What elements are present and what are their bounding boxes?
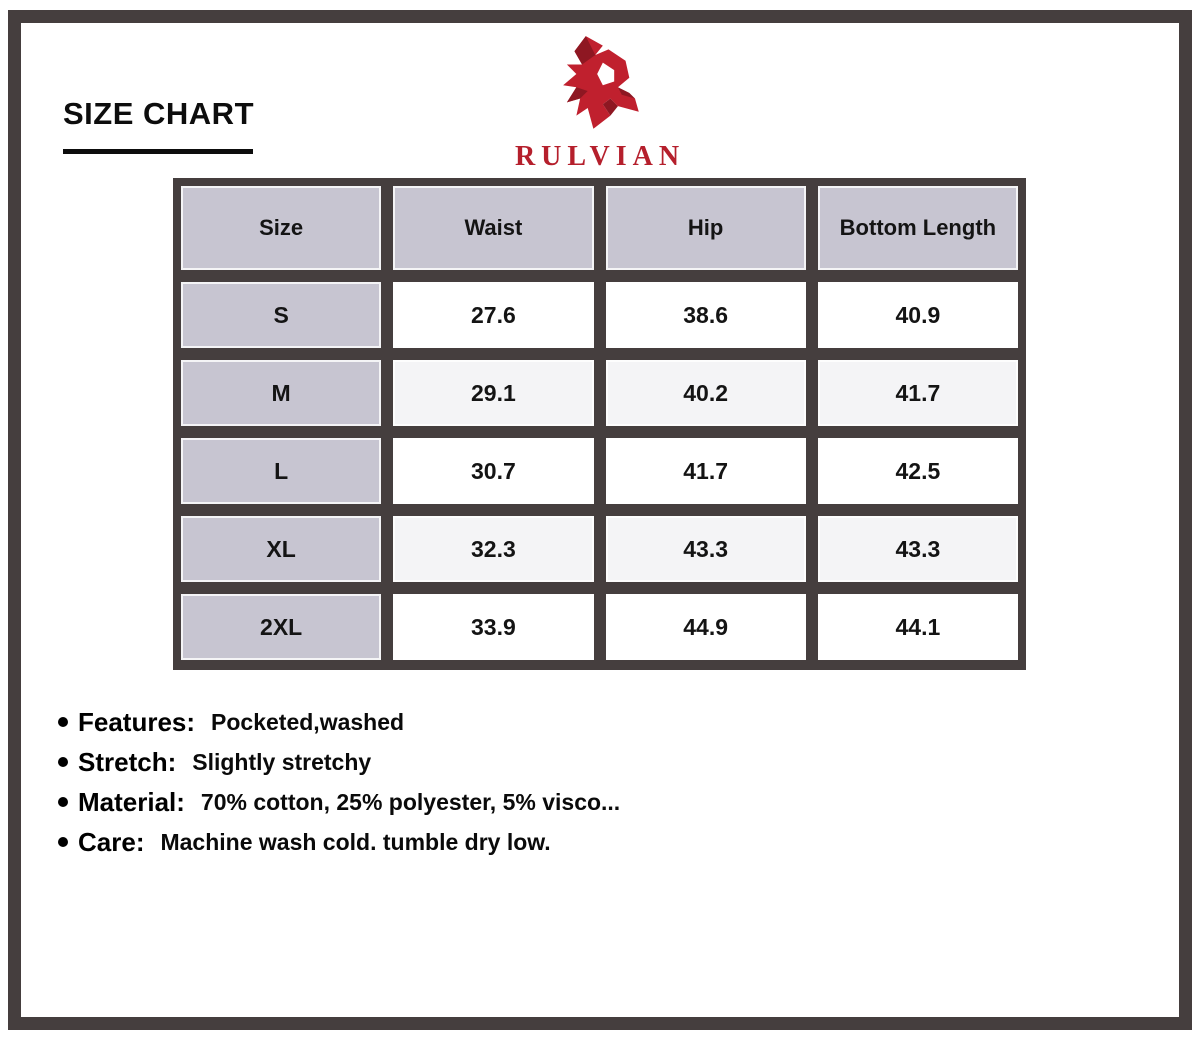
product-details-list: Features: Pocketed,washed Stretch: Sligh… [58,702,620,862]
row-m-size-label: M [181,360,382,426]
row-m-bottom: 41.7 [817,360,1018,426]
page-title: SIZE CHART [63,96,254,131]
bullet-icon [58,757,68,767]
row-xl-waist: 32.3 [393,516,594,582]
row-l-waist: 30.7 [393,438,594,504]
detail-stretch-value: Slightly stretchy [192,748,372,775]
row-xl-bottom: 43.3 [817,516,1018,582]
detail-material-label: Material: [78,786,185,817]
col-header-size: Size [181,186,382,270]
detail-features: Features: Pocketed,washed [58,702,620,742]
row-l-bottom: 42.5 [817,438,1018,504]
col-header-hip: Hip [605,186,806,270]
detail-care-value: Machine wash cold. tumble dry low. [160,828,551,855]
brand-block: RULVIAN [450,30,750,173]
detail-care: Care: Machine wash cold. tumble dry low. [58,822,620,862]
row-l-size-label: L [181,438,382,504]
rulvian-r-logo-icon [563,36,639,129]
detail-material: Material: 70% cotton, 25% polyester, 5% … [58,782,620,822]
row-s-waist: 27.6 [393,282,594,348]
row-m-waist: 29.1 [393,360,594,426]
detail-features-label: Features: [78,706,196,737]
row-2xl-bottom: 44.1 [817,594,1018,660]
col-header-bottom-length: Bottom Length [817,186,1018,270]
bullet-icon [58,837,68,847]
col-header-waist: Waist [393,186,594,270]
row-l-hip: 41.7 [605,438,806,504]
detail-care-label: Care: [78,826,145,857]
bullet-icon [58,797,68,807]
row-2xl-size-label: 2XL [181,594,382,660]
row-xl-hip: 43.3 [605,516,806,582]
row-2xl-hip: 44.9 [605,594,806,660]
size-table: Size Waist Hip Bottom Length S 27.6 38.6… [173,178,1026,670]
bullet-icon [58,717,68,727]
brand-name: RULVIAN [514,141,686,172]
title-underline [63,149,253,154]
row-xl-size-label: XL [181,516,382,582]
row-2xl-waist: 33.9 [393,594,594,660]
page-border-frame [8,10,1192,1030]
title-block: SIZE CHART [63,96,254,154]
detail-stretch: Stretch: Slightly stretchy [58,742,620,782]
detail-stretch-label: Stretch: [78,746,177,777]
row-s-bottom: 40.9 [817,282,1018,348]
detail-material-value: 70% cotton, 25% polyester, 5% visco... [200,788,621,815]
row-s-hip: 38.6 [605,282,806,348]
row-s-size-label: S [181,282,382,348]
row-m-hip: 40.2 [605,360,806,426]
detail-features-value: Pocketed,washed [211,708,405,735]
